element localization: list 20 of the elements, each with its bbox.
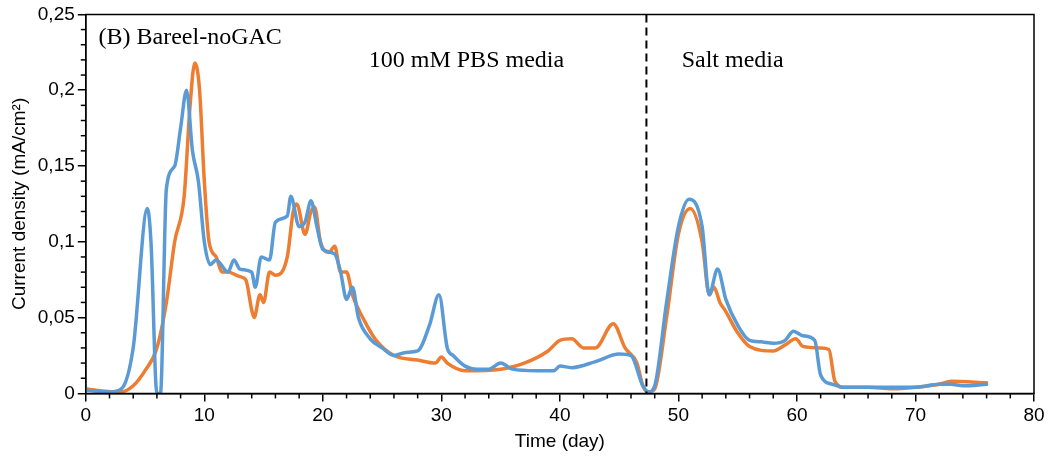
- y-axis-title: Current density (mA/cm²): [7, 97, 29, 310]
- y-tick-label: 0,05: [37, 305, 75, 327]
- x-tick-label: 60: [786, 404, 808, 426]
- x-tick-label: 30: [430, 404, 452, 426]
- x-axis-title: Time (day): [514, 429, 605, 451]
- x-tick-label: 80: [1023, 404, 1045, 426]
- x-tick-label: 20: [312, 404, 334, 426]
- y-tick-label: 0: [64, 381, 75, 403]
- x-tick-label: 50: [667, 404, 689, 426]
- y-tick-label: 0,2: [48, 78, 75, 100]
- x-tick-label: 40: [549, 404, 571, 426]
- y-tick-label: 0,15: [37, 154, 75, 176]
- x-tick-label: 0: [80, 404, 92, 426]
- annotation: 100 mM PBS media: [368, 45, 565, 72]
- annotation: (B) Bareel-noGAC: [98, 23, 282, 50]
- x-tick-label: 70: [904, 404, 927, 426]
- y-tick-label: 0,25: [37, 2, 75, 24]
- annotation: Salt media: [681, 45, 784, 72]
- y-tick-label: 0,1: [48, 230, 75, 252]
- x-tick-label: 10: [193, 404, 215, 426]
